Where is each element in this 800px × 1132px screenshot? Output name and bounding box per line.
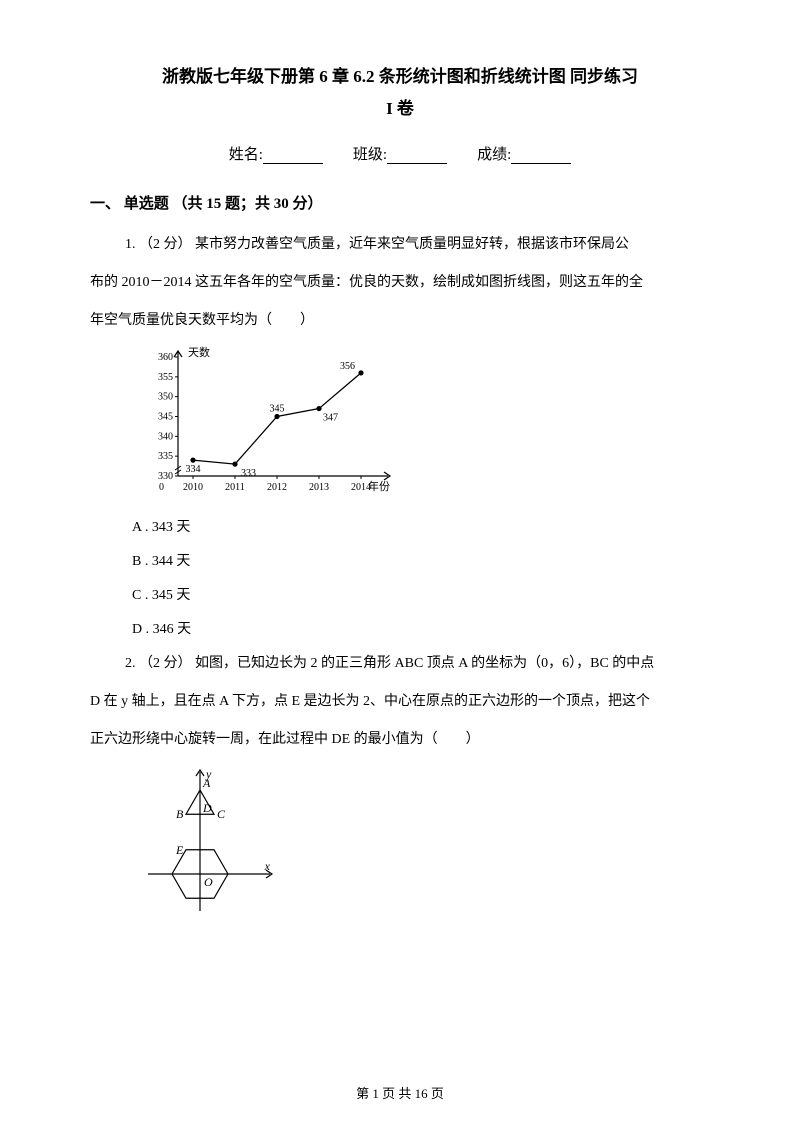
svg-text:340: 340 — [158, 431, 173, 442]
svg-text:345: 345 — [158, 412, 173, 423]
svg-text:2010: 2010 — [183, 482, 203, 493]
svg-text:330: 330 — [158, 471, 173, 482]
svg-text:y: y — [205, 767, 212, 781]
q1-line3: 年空气质量优良天数平均为（ ） — [90, 307, 710, 335]
svg-text:334: 334 — [186, 464, 201, 475]
svg-text:360: 360 — [158, 352, 173, 363]
q2-line2: D 在 y 轴上，且在点 A 下方，点 E 是边长为 2、中心在原点的正六边形的… — [90, 688, 710, 716]
svg-text:347: 347 — [323, 413, 338, 424]
svg-text:335: 335 — [158, 451, 173, 462]
page-title-line2: I 卷 — [90, 94, 710, 119]
page-title-line1: 浙教版七年级下册第 6 章 6.2 条形统计图和折线统计图 同步练习 — [90, 60, 710, 94]
q1-option-c[interactable]: C . 345 天 — [132, 582, 710, 610]
score-blank[interactable] — [511, 148, 571, 164]
svg-text:2011: 2011 — [225, 482, 245, 493]
svg-text:2012: 2012 — [267, 482, 287, 493]
svg-text:2013: 2013 — [309, 482, 329, 493]
svg-text:x: x — [264, 859, 271, 873]
svg-text:356: 356 — [340, 361, 355, 372]
svg-text:D: D — [202, 801, 212, 815]
page-total: 16 — [415, 1086, 428, 1101]
svg-text:B: B — [176, 807, 184, 821]
svg-text:345: 345 — [270, 404, 285, 415]
q2-line3: 正六边形绕中心旋转一周，在此过程中 DE 的最小值为（ ） — [90, 726, 710, 754]
q1-line2: 布的 2010－2014 这五年各年的空气质量：优良的天数，绘制成如图折线图，则… — [90, 269, 710, 297]
q1-option-b[interactable]: B . 344 天 — [132, 548, 710, 576]
svg-text:0: 0 — [159, 482, 164, 493]
q2-diagram: ABCDEOxy — [138, 764, 710, 919]
name-blank[interactable] — [263, 148, 323, 164]
svg-text:E: E — [175, 843, 184, 857]
q2-line1: 2. （2 分） 如图，已知边长为 2 的正三角形 ABC 顶点 A 的坐标为（… — [90, 650, 710, 678]
q1-option-a[interactable]: A . 343 天 — [132, 514, 710, 542]
svg-text:O: O — [204, 875, 213, 889]
svg-text:333: 333 — [241, 468, 256, 479]
svg-text:355: 355 — [158, 372, 173, 383]
page-footer: 第 1 页 共 16 页 — [0, 1083, 800, 1102]
svg-text:C: C — [217, 807, 226, 821]
q1-chart: 3303353403453503553602010201120122013201… — [138, 345, 710, 500]
q1-option-d[interactable]: D . 346 天 — [132, 616, 710, 644]
section-header: 一、 单选题 （共 15 题；共 30 分） — [90, 192, 710, 213]
q1-line1: 1. （2 分） 某市努力改善空气质量，近年来空气质量明显好转，根据该市环保局公 — [90, 231, 710, 259]
name-label: 姓名: — [229, 147, 263, 163]
svg-text:年份: 年份 — [368, 479, 390, 493]
class-label: 班级: — [353, 147, 387, 163]
class-blank[interactable] — [387, 148, 447, 164]
svg-text:350: 350 — [158, 392, 173, 403]
score-label: 成绩: — [477, 147, 511, 163]
form-line: 姓名: 班级: 成绩: — [90, 143, 710, 164]
svg-text:天数: 天数 — [188, 346, 210, 359]
page-current: 1 — [372, 1086, 379, 1101]
